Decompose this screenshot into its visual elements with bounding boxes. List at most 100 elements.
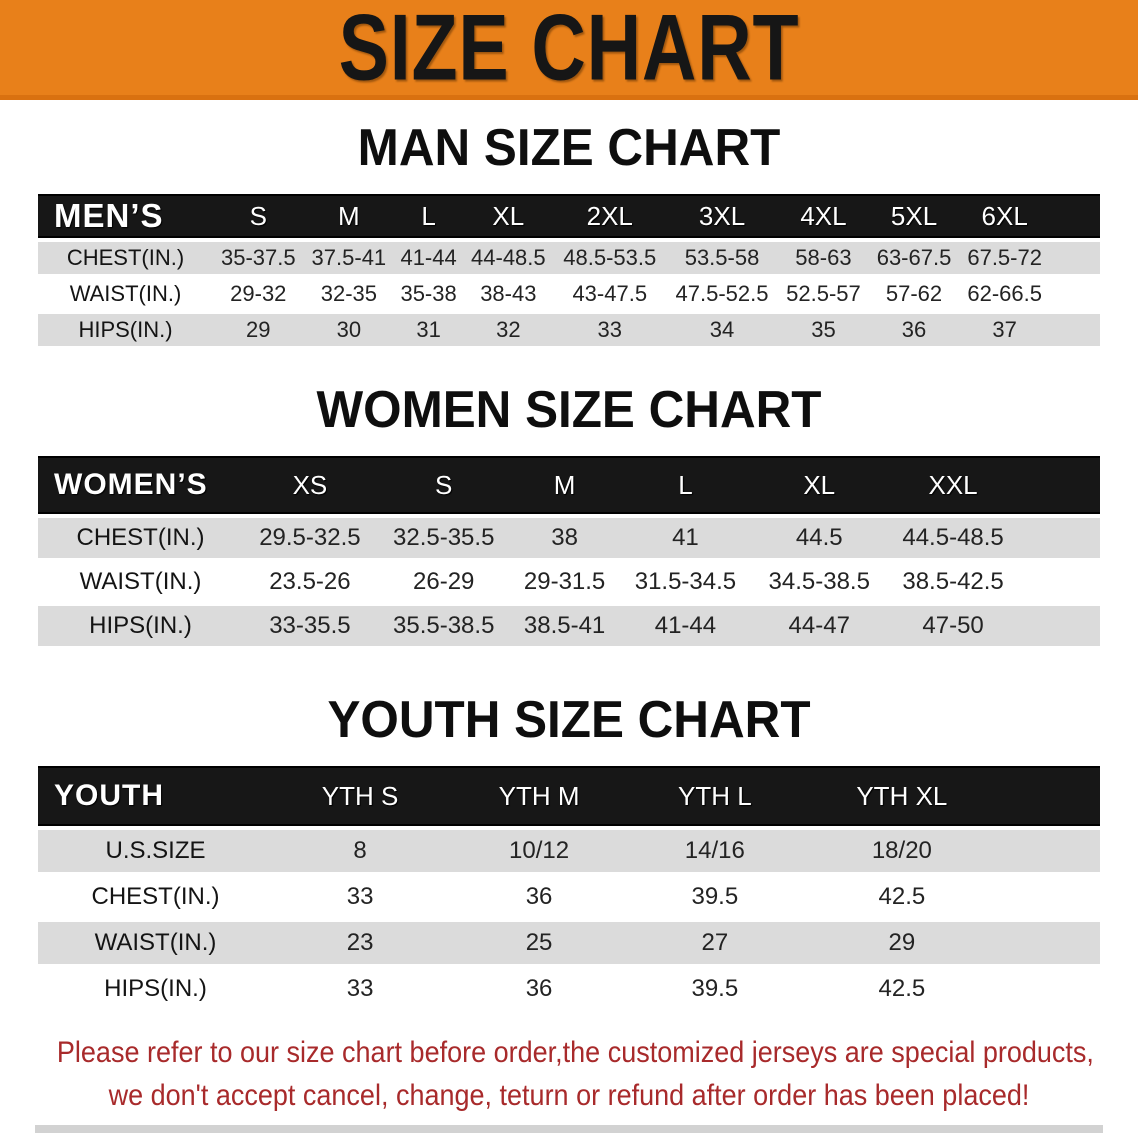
section-womens: WOMEN SIZE CHART WOMEN’S XS S M L XL XXL CHEST(I…: [0, 384, 1138, 650]
size-column-header: YTH M: [447, 766, 631, 826]
measurement-row: CHEST(IN.) 29.5-32.5 32.5-35.5 38 41 44.5 44.5…: [38, 518, 1100, 558]
group-label: YOUTH: [38, 766, 273, 826]
measurement-value: 48.5-53.5: [553, 242, 666, 274]
size-column-header: S: [213, 194, 304, 238]
banner-title: SIZE CHART: [338, 0, 800, 100]
row-label: CHEST(IN.): [38, 876, 273, 918]
notice-line-1: Please refer to our size chart before or…: [56, 1036, 1094, 1069]
size-table: MEN’S S M L XL 2XL 3XL 4XL 5XL 6XL CHEST(IN.) 35-37…: [38, 190, 1100, 350]
measurement-value: 36: [868, 314, 960, 346]
size-column-header: L: [618, 456, 753, 514]
measurement-value: 35-38: [394, 278, 464, 310]
measurement-value: 35.5-38.5: [376, 606, 511, 646]
size-column-header: YTH XL: [798, 766, 1005, 826]
measurement-row: U.S.SIZE 8 10/12 14/16 18/20: [38, 830, 1100, 872]
size-column-header: 5XL: [868, 194, 960, 238]
spacer-cell: [1020, 606, 1100, 646]
measurement-row: HIPS(IN.) 29 30 31 32 33 34 35 36 37: [38, 314, 1100, 346]
measurement-value: 8: [273, 830, 448, 872]
measurement-value: 62-66.5: [959, 278, 1050, 310]
measurement-value: 30: [303, 314, 395, 346]
group-label: WOMEN’S: [38, 456, 243, 514]
measurement-value: 53.5-58: [665, 242, 779, 274]
spacer-cell: [1005, 968, 1100, 1010]
measurement-value: 44-47: [752, 606, 887, 646]
size-table: YOUTH YTH S YTH M YTH L YTH XL U.S.SIZE 8 10/12…: [38, 762, 1100, 1014]
measurement-value: 27: [630, 922, 799, 964]
measurement-value: 41-44: [394, 242, 464, 274]
measurement-value: 26-29: [376, 562, 511, 602]
measurement-value: 38: [510, 518, 619, 558]
size-column-header: XS: [243, 456, 377, 514]
header-row: YOUTH YTH S YTH M YTH L YTH XL: [38, 766, 1100, 826]
size-column-header: S: [376, 456, 511, 514]
spacer-cell: [1050, 314, 1100, 346]
row-label: CHEST(IN.): [38, 242, 213, 274]
section-title: YOUTH SIZE CHART: [327, 691, 811, 749]
measurement-value: 32.5-35.5: [376, 518, 511, 558]
measurement-row: HIPS(IN.) 33-35.5 35.5-38.5 38.5-41 41-44 44-…: [38, 606, 1100, 646]
measurement-value: 67.5-72: [959, 242, 1050, 274]
spacer-cell: [1005, 830, 1100, 872]
header-row: WOMEN’S XS S M L XL XXL: [38, 456, 1100, 514]
measurement-value: 14/16: [630, 830, 799, 872]
measurement-value: 10/12: [447, 830, 631, 872]
measurement-value: 34.5-38.5: [752, 562, 887, 602]
measurement-value: 42.5: [798, 876, 1005, 918]
row-label: WAIST(IN.): [38, 278, 213, 310]
section-youth: YOUTH SIZE CHART YOUTH YTH S YTH M YTH L YTH …: [0, 694, 1138, 1014]
row-label: HIPS(IN.): [38, 606, 243, 646]
footer-notice: Please refer to our size chart before or…: [0, 1032, 1138, 1117]
banner: SIZE CHART: [0, 0, 1138, 100]
section-title: WOMEN SIZE CHART: [316, 381, 822, 439]
size-column-header: XL: [463, 194, 554, 238]
measurement-value: 36: [447, 968, 631, 1010]
measurement-value: 36: [447, 876, 631, 918]
row-label: CHEST(IN.): [38, 518, 243, 558]
spacer-cell: [1050, 194, 1100, 238]
size-column-header: L: [394, 194, 464, 238]
measurement-value: 41-44: [618, 606, 753, 646]
measurement-value: 38-43: [463, 278, 554, 310]
size-column-header: XL: [752, 456, 887, 514]
measurement-value: 18/20: [798, 830, 1005, 872]
row-label: HIPS(IN.): [38, 968, 273, 1010]
measurement-value: 42.5: [798, 968, 1005, 1010]
measurement-value: 38.5-41: [510, 606, 619, 646]
measurement-value: 23.5-26: [243, 562, 377, 602]
measurement-value: 57-62: [868, 278, 960, 310]
measurement-row: WAIST(IN.) 23.5-26 26-29 29-31.5 31.5-34.5 34…: [38, 562, 1100, 602]
row-label: WAIST(IN.): [38, 922, 273, 964]
measurement-value: 47-50: [886, 606, 1020, 646]
measurement-value: 38.5-42.5: [886, 562, 1020, 602]
size-column-header: M: [510, 456, 619, 514]
measurement-value: 29-31.5: [510, 562, 619, 602]
spacer-cell: [1020, 562, 1100, 602]
group-label: MEN’S: [38, 194, 213, 238]
measurement-row: WAIST(IN.) 29-32 32-35 35-38 38-43 43-47.5 47.…: [38, 278, 1100, 310]
spacer-cell: [1020, 456, 1100, 514]
measurement-value: 43-47.5: [553, 278, 666, 310]
size-table: WOMEN’S XS S M L XL XXL CHEST(IN.) 29.5-32.5 32.5…: [38, 452, 1100, 650]
notice-line-2: we don't accept cancel, change, teturn o…: [108, 1078, 1030, 1112]
row-label: U.S.SIZE: [38, 830, 273, 872]
spacer-cell: [1050, 278, 1100, 310]
measurement-value: 35: [778, 314, 869, 346]
measurement-value: 33: [273, 968, 448, 1010]
measurement-value: 25: [447, 922, 631, 964]
measurement-value: 63-67.5: [868, 242, 960, 274]
measurement-value: 32-35: [303, 278, 395, 310]
size-column-header: M: [303, 194, 395, 238]
measurement-value: 31: [394, 314, 464, 346]
spacer-cell: [1005, 876, 1100, 918]
spacer-cell: [1020, 518, 1100, 558]
measurement-value: 33: [273, 876, 448, 918]
size-column-header: YTH S: [273, 766, 448, 826]
bottom-strip: [35, 1125, 1103, 1133]
measurement-value: 31.5-34.5: [618, 562, 753, 602]
measurement-value: 29.5-32.5: [243, 518, 377, 558]
measurement-row: CHEST(IN.) 33 36 39.5 42.5: [38, 876, 1100, 918]
measurement-row: WAIST(IN.) 23 25 27 29: [38, 922, 1100, 964]
spacer-cell: [1005, 766, 1100, 826]
measurement-value: 29-32: [213, 278, 304, 310]
